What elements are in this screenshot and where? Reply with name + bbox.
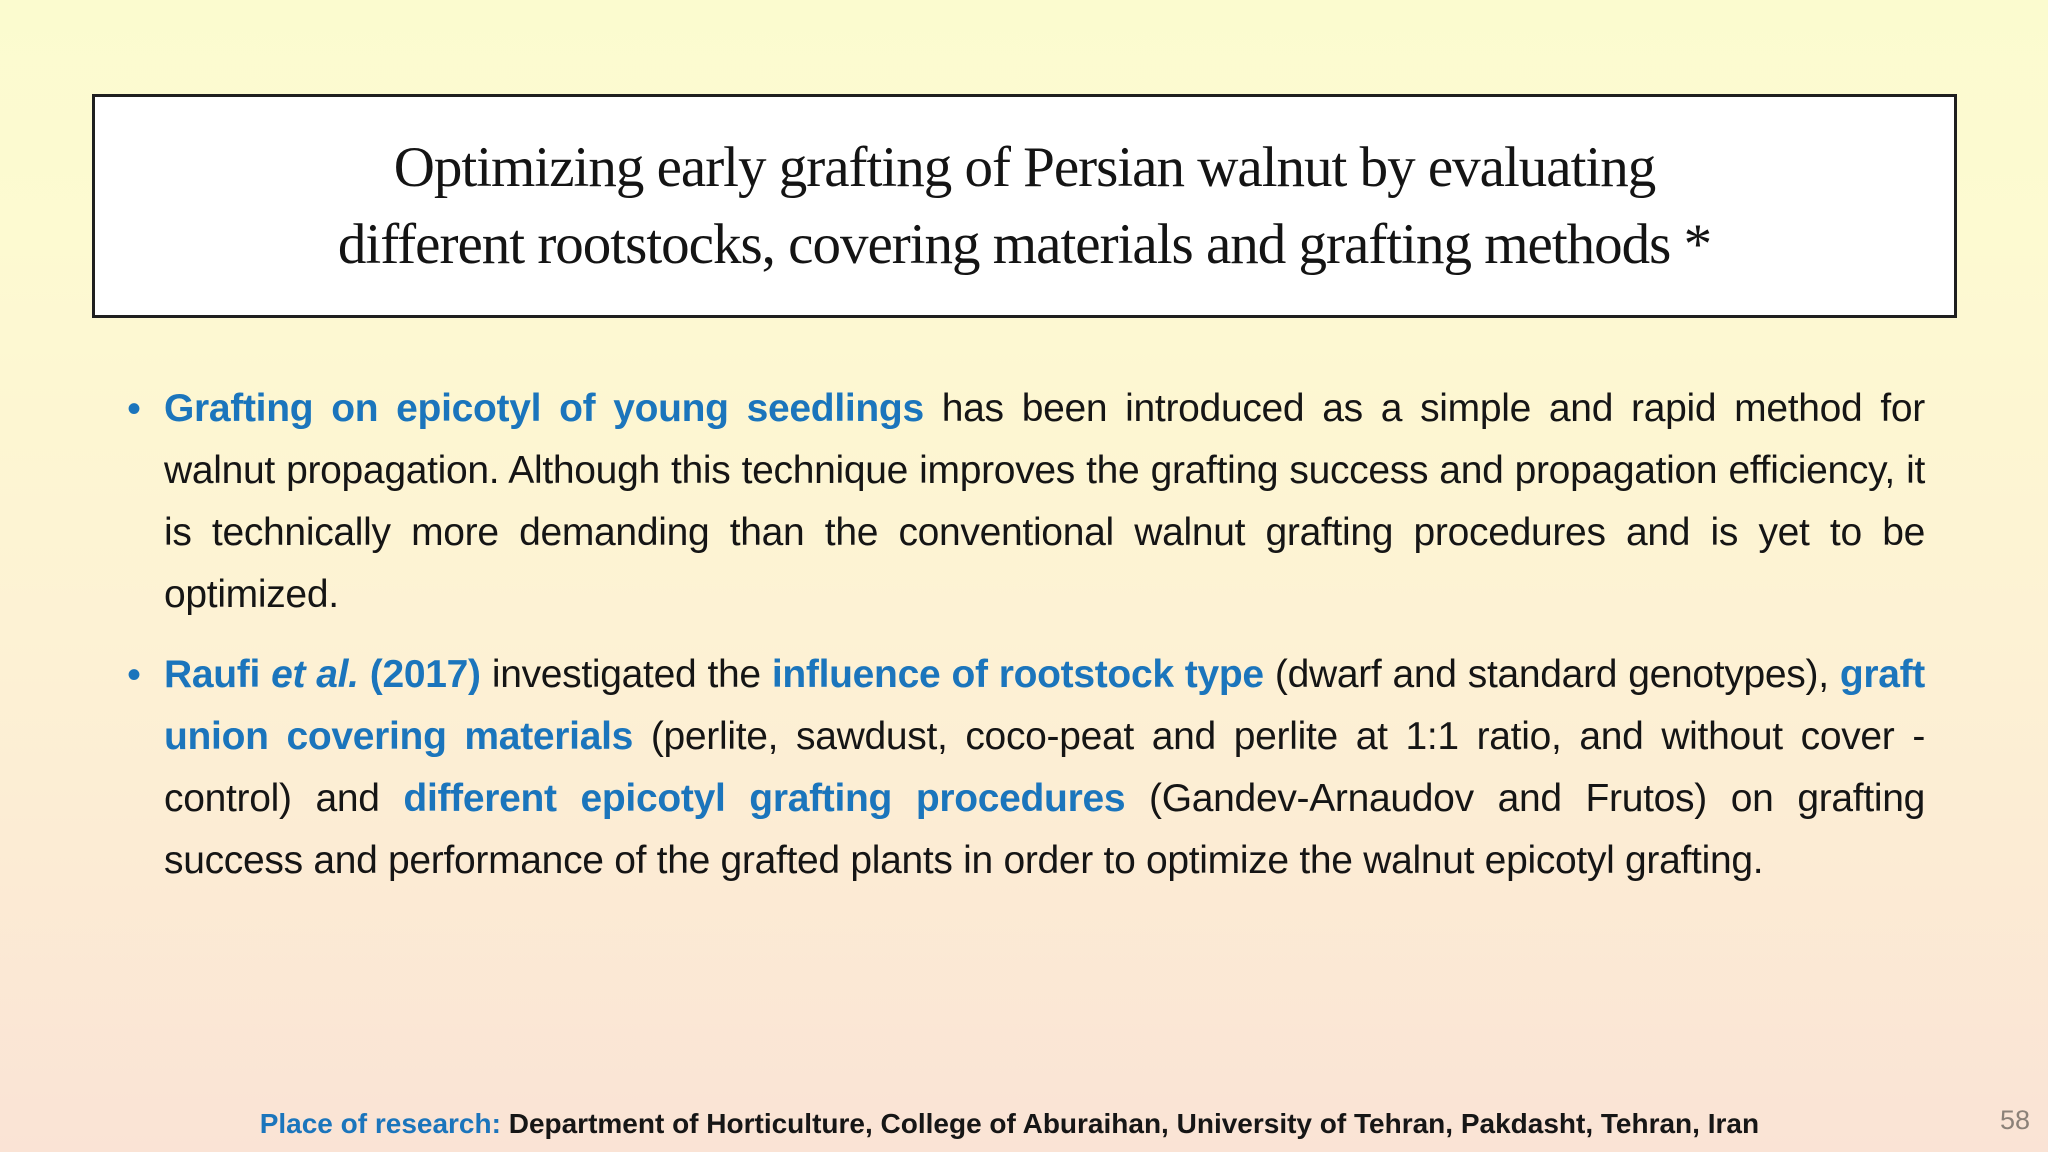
- bullet-text-segment: et al.: [271, 653, 359, 696]
- slide-title-line-2: different rootstocks, covering materials…: [337, 213, 1712, 276]
- place-of-research-label: Place of research:: [259, 1108, 501, 1139]
- place-of-research-value: Department of Horticulture, College of A…: [500, 1108, 1760, 1139]
- bullet-text-segment: influence of rootstock type: [771, 653, 1264, 696]
- slide-title-line-1: Optimizing early grafting of Persian wal…: [393, 136, 1657, 199]
- page-number: 58: [1999, 1105, 2030, 1135]
- bullet-text-segment: (perlite, sawdust, coco-peat and perlite…: [164, 715, 1926, 820]
- bullet-text-segment: (Gandev-Arnaudov and Frutos) on grafting…: [164, 777, 1926, 882]
- bullet-text-segment: Raufi: [164, 653, 272, 696]
- bullet-text-segment: investigated the: [480, 653, 772, 696]
- place-of-research-line: Place of research: Department of Horticu…: [213, 1062, 1759, 1152]
- bullet-text-segment: Grafting on epicotyl of young seedlings: [164, 387, 924, 430]
- bullet-text-segment: (2017): [358, 653, 481, 696]
- footer: Place of research: Department of Horticu…: [213, 1062, 1759, 1152]
- bullet-item: Grafting on epicotyl of young seedlings …: [127, 378, 1925, 626]
- bullet-text-segment: different epicotyl grafting procedures: [403, 777, 1126, 820]
- bullet-text-segment: has been introduced as a simple and rapi…: [164, 387, 1925, 616]
- bullet-list: Grafting on epicotyl of young seedlings …: [127, 378, 1925, 910]
- bullet-text-segment: graft union covering materials: [164, 653, 1925, 758]
- title-box: Optimizing early grafting of Persian wal…: [92, 94, 1957, 318]
- bullet-item: Raufi et al. (2017) investigated the inf…: [127, 644, 1925, 892]
- bullet-text-segment: (dwarf and standard genotypes),: [1263, 653, 1840, 696]
